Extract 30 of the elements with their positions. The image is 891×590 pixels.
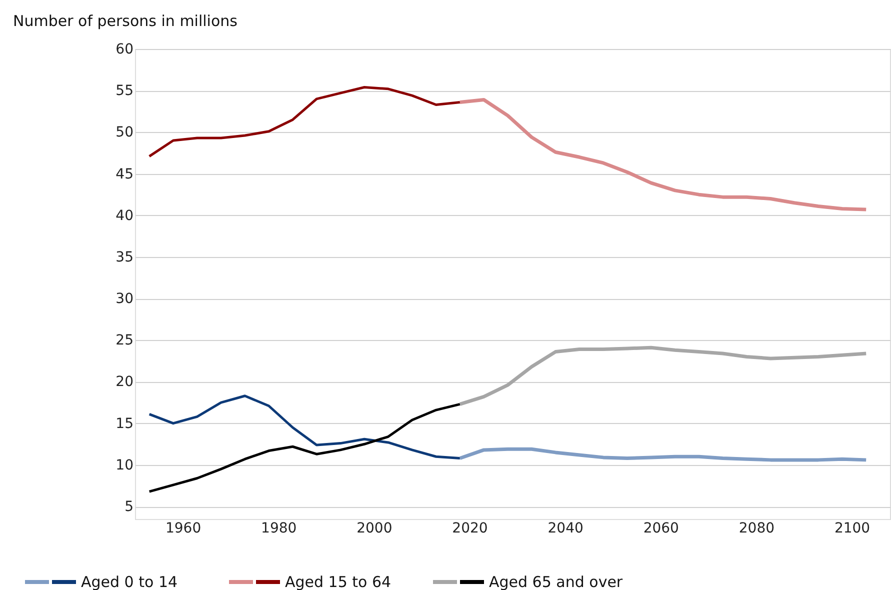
- legend-label: Aged 0 to 14: [81, 573, 178, 590]
- x-tick-label: 2080: [738, 520, 775, 536]
- line-series: [148, 394, 462, 460]
- legend-label: Aged 15 to 64: [285, 573, 392, 590]
- y-tick-label: 55: [116, 83, 134, 100]
- y-tick-label: 35: [116, 249, 134, 266]
- x-tick-label: 2020: [452, 520, 488, 536]
- line-series: [458, 447, 868, 462]
- legend-label: Aged 65 and over: [489, 573, 624, 590]
- line-series: [148, 86, 462, 158]
- x-tick-label: 2060: [643, 520, 679, 536]
- y-tick-label: 5: [124, 499, 134, 516]
- y-tick-label: 10: [116, 457, 134, 474]
- y-tick-label: 25: [116, 332, 134, 349]
- line-series: [458, 98, 868, 212]
- y-axis-title: Number of persons in millions: [13, 12, 238, 30]
- y-tick-label: 45: [116, 166, 134, 182]
- y-tick-label: 30: [116, 291, 134, 308]
- x-tick-label: 1980: [261, 520, 297, 536]
- y-tick-label: 20: [116, 374, 134, 390]
- y-tick-label: 50: [116, 124, 134, 141]
- y-tick-label: 60: [116, 42, 134, 58]
- line-series: [148, 402, 462, 493]
- x-tick-label: 2040: [548, 520, 584, 536]
- x-tick-label: 2000: [356, 520, 392, 536]
- y-tick-label: 15: [116, 416, 134, 432]
- y-tick-label: 40: [116, 208, 134, 224]
- line-series: [458, 346, 868, 406]
- x-tick-label: 1960: [165, 520, 202, 536]
- x-tick-label: 2100: [834, 520, 870, 536]
